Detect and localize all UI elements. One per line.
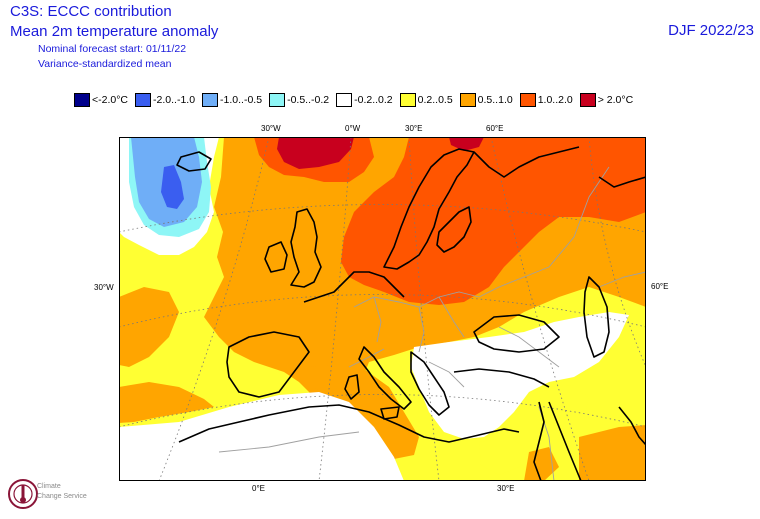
anomaly-region <box>479 437 524 475</box>
map-frame <box>119 137 646 481</box>
logo-text: Climate <box>37 483 61 490</box>
legend-item: -2.0..-1.0 <box>135 93 195 107</box>
legend-label: -1.0..-0.5 <box>220 94 263 106</box>
legend-swatch <box>135 93 152 107</box>
lon-label-left: 30°W <box>94 283 114 292</box>
legend-swatch <box>269 93 286 107</box>
method-label: Variance-standardized mean <box>38 58 172 70</box>
anomaly-region <box>161 165 184 209</box>
season-label: DJF 2022/23 <box>668 22 754 39</box>
legend-swatch <box>74 93 90 107</box>
forecast-start-label: Nominal forecast start: 01/11/22 <box>38 43 187 55</box>
title-line-1: C3S: ECCC contribution <box>10 3 172 20</box>
lon-label-top: 60°E <box>486 124 504 133</box>
legend-item: 0.5..1.0 <box>459 93 513 107</box>
country-borders <box>218 166 646 481</box>
lon-label-top: 30°W <box>261 124 281 133</box>
legend-label: 0.5..1.0 <box>477 94 513 106</box>
lon-label-top: 0°W <box>345 124 361 133</box>
lon-label-right: 60°E <box>651 282 669 291</box>
anomaly-region <box>341 137 646 305</box>
legend-swatch <box>399 93 416 107</box>
legend-label: -0.2..0.2 <box>354 94 393 106</box>
legend-label: 1.0..2.0 <box>537 94 573 106</box>
graticule <box>119 137 646 481</box>
anomaly-region <box>119 382 214 423</box>
anomaly-region <box>539 385 589 427</box>
legend-swatch <box>519 93 536 107</box>
coastlines <box>176 146 646 481</box>
anomaly-map <box>119 137 646 481</box>
legend-item: -0.5..-0.2 <box>269 93 329 107</box>
legend-swatch <box>202 93 219 107</box>
legend-item: -1.0..-0.5 <box>202 93 262 107</box>
lon-label-top: 30°E <box>405 124 423 133</box>
color-legend: <-2.0°C -2.0..-1.0 -1.0..-0.5 -0.5..-0.2… <box>74 92 640 108</box>
legend-label: > 2.0°C <box>597 94 634 106</box>
lon-label-bottom: 0°E <box>252 484 265 493</box>
lon-label-bottom: 30°E <box>497 484 515 493</box>
climate-change-service-logo <box>8 479 38 509</box>
legend-item: 0.2..0.5 <box>399 93 453 107</box>
legend-swatch <box>459 93 476 107</box>
anomaly-region <box>119 392 404 481</box>
legend-item: 1.0..2.0 <box>519 93 573 107</box>
anomaly-region <box>449 137 484 151</box>
legend-label: -0.5..-0.2 <box>287 94 330 106</box>
legend-item: <-2.0°C <box>74 93 128 107</box>
legend-label: <-2.0°C <box>92 94 129 106</box>
logo-text: Change Service <box>37 493 87 500</box>
anomaly-region <box>579 425 646 481</box>
legend-swatch <box>336 93 353 107</box>
legend-item: > 2.0°C <box>579 93 634 107</box>
anomaly-region <box>277 137 354 169</box>
anomaly-region <box>309 365 419 459</box>
legend-label: 0.2..0.5 <box>417 94 453 106</box>
anomaly-region <box>524 447 559 481</box>
anomaly-region <box>119 287 179 367</box>
legend-item: -0.2..0.2 <box>336 93 393 107</box>
title-line-2: Mean 2m temperature anomaly <box>10 23 219 40</box>
legend-label: -2.0..-1.0 <box>153 94 196 106</box>
legend-swatch <box>579 93 596 107</box>
